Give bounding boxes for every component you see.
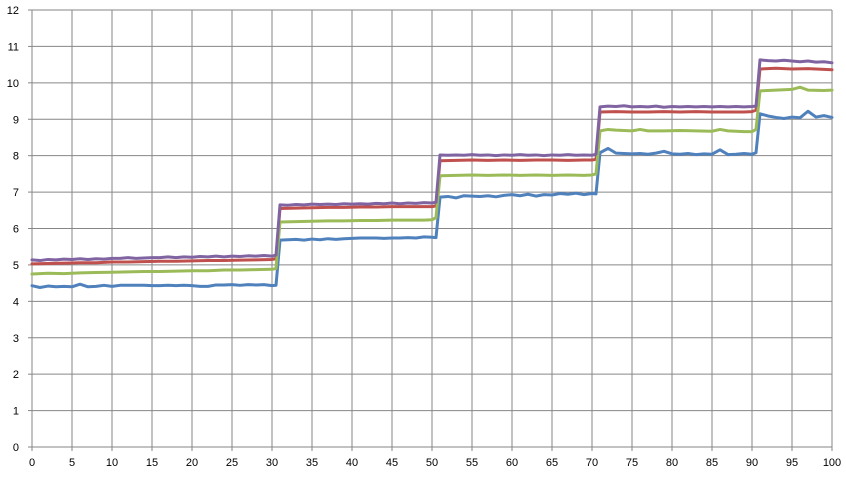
y-tick-label: 2	[13, 369, 19, 381]
y-tick-label: 7	[13, 187, 19, 199]
x-tick-label: 75	[626, 457, 638, 469]
y-tick-label: 6	[13, 224, 19, 236]
x-tick-label: 70	[586, 457, 598, 469]
x-tick-label: 35	[306, 457, 318, 469]
y-tick-label: 3	[13, 333, 19, 345]
y-tick-label: 9	[13, 114, 19, 126]
series-layer	[30, 58, 834, 289]
y-tick-label: 4	[13, 296, 19, 308]
x-tick-label: 5	[69, 457, 75, 469]
y-tick-label: 8	[13, 151, 19, 163]
series-line-1	[30, 109, 834, 289]
x-tick-label: 40	[346, 457, 358, 469]
x-tick-label: 50	[426, 457, 438, 469]
x-tick-label: 15	[146, 457, 158, 469]
x-tick-label: 65	[546, 457, 558, 469]
axes	[28, 9, 833, 451]
x-tick-label: 95	[786, 457, 798, 469]
x-tick-label: 0	[29, 457, 35, 469]
x-tick-label: 20	[186, 457, 198, 469]
y-tick-label: 12	[7, 5, 19, 17]
x-tick-label: 60	[506, 457, 518, 469]
series-line-3	[30, 85, 834, 276]
x-tick-label: 55	[466, 457, 478, 469]
y-tick-label: 0	[13, 442, 19, 454]
x-tick-label: 30	[266, 457, 278, 469]
x-tick-label: 100	[823, 457, 841, 469]
series-line-4	[30, 58, 834, 263]
x-tick-label: 25	[226, 457, 238, 469]
y-tick-label: 5	[13, 260, 19, 272]
x-tick-label: 90	[746, 457, 758, 469]
x-tick-label: 45	[386, 457, 398, 469]
x-tick-label: 85	[706, 457, 718, 469]
x-tick-labels: 0 5 10 15 20 25 30 35 40 45 50 55 60 65 70 75 80 85 90 95 10…	[29, 457, 841, 469]
x-tick-label: 10	[106, 457, 118, 469]
y-tick-label: 10	[7, 78, 19, 90]
x-tick-label: 80	[666, 457, 678, 469]
y-tick-label: 11	[8, 41, 19, 53]
y-tick-label: 1	[13, 406, 19, 418]
